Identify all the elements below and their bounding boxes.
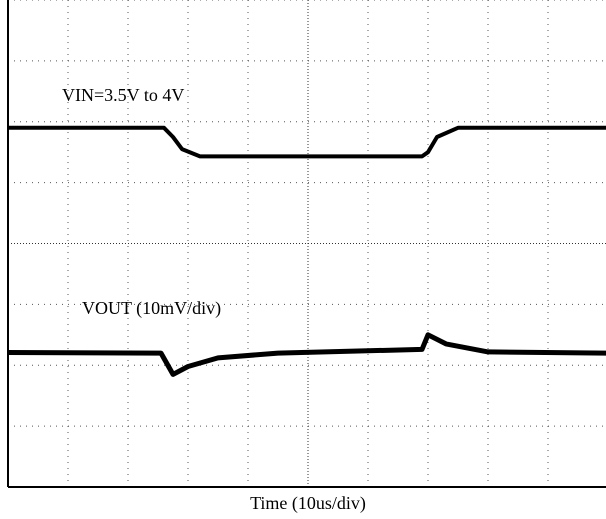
trace [7, 332, 606, 377]
trace [8, 125, 606, 159]
trace-label: VOUT (10mV/div) [82, 298, 221, 319]
trace-label: VIN=3.5V to 4V [62, 85, 184, 105]
x-axis-label: Time (10us/div) [250, 493, 366, 514]
